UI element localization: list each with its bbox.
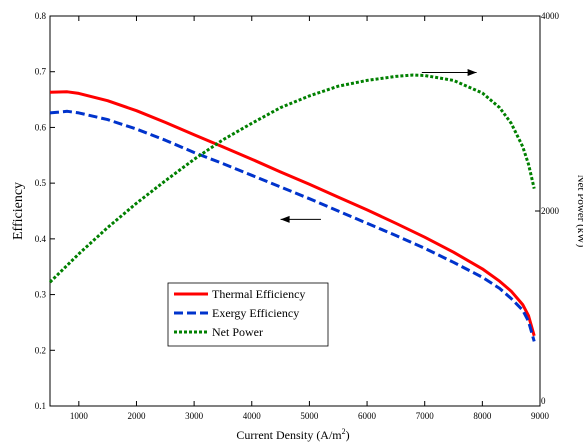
x-tick-label: 6000 xyxy=(358,411,377,421)
y-tick-label: 0.6 xyxy=(35,122,47,132)
y-axis-label-right: Net Power (kW) xyxy=(575,175,583,248)
series-line-exergy-efficiency xyxy=(49,109,536,342)
y-tick-label: 0.1 xyxy=(35,401,46,411)
plot-area xyxy=(49,15,541,407)
y-right-tick-label: 4000 xyxy=(541,11,560,21)
annotation-arrow-head xyxy=(280,215,290,223)
legend-label-thermal: Thermal Efficiency xyxy=(212,287,305,301)
x-tick-label: 8000 xyxy=(473,411,492,421)
x-tick-label: 1000 xyxy=(70,411,89,421)
legend-label-exergy: Exergy Efficiency xyxy=(212,306,299,320)
x-tick-label: 2000 xyxy=(127,411,146,421)
annotation-arrow-head xyxy=(467,69,477,77)
x-axis-label-close: ) xyxy=(346,428,350,442)
x-tick-label: 9000 xyxy=(531,411,550,421)
x-tick-label: 7000 xyxy=(416,411,435,421)
y-tick-label: 0.7 xyxy=(35,67,47,77)
legend-label-netpower: Net Power xyxy=(212,325,263,339)
y-right-tick-label: 0 xyxy=(541,396,546,406)
y-tick-label: 0.5 xyxy=(35,178,47,188)
series-layer xyxy=(48,73,536,342)
series-line-thermal-efficiency xyxy=(49,90,536,337)
y-right-tick-label: 2000 xyxy=(541,206,560,216)
x-tick-label: 3000 xyxy=(185,411,204,421)
x-axis-label: Current Density (A/m2) xyxy=(236,427,349,442)
y-axis-label: Efficiency xyxy=(11,182,26,240)
x-tick-label: 5000 xyxy=(300,411,319,421)
series-line-net-power xyxy=(48,73,536,284)
x-tick-label: 4000 xyxy=(243,411,262,421)
ticks: 1000 2000 3000 4000 5000 6000 7000 8000 9000 0.1 0… xyxy=(35,11,560,421)
y-tick-label: 0.8 xyxy=(35,11,47,21)
annotation-layer xyxy=(280,69,477,223)
y-tick-label: 0.4 xyxy=(35,234,47,244)
x-axis-label-main: Current Density (A/m xyxy=(236,428,342,442)
x-axis-label-superscript: 2 xyxy=(342,427,346,436)
y-tick-label: 0.3 xyxy=(35,290,47,300)
y-tick-label: 0.2 xyxy=(35,345,46,355)
legend: Thermal Efficiency Exergy Efficiency Net… xyxy=(167,282,329,347)
